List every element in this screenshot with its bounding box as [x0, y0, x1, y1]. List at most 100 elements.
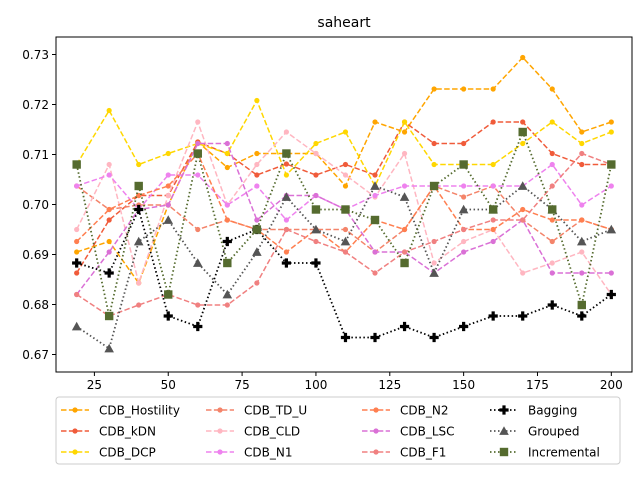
legend-item-cdb-kdn: CDB_kDN — [61, 425, 156, 439]
data-point-cdb-n1 — [372, 192, 378, 199]
data-point-cdb-n2 — [224, 217, 230, 223]
data-point-cdb-cld — [254, 161, 260, 168]
x-tick-label: 150 — [452, 378, 475, 392]
data-point-incremental — [400, 258, 409, 268]
data-point-cdb-f1 — [136, 302, 142, 308]
data-point-cdb-n1 — [401, 183, 408, 189]
data-point-cdb-cld — [74, 226, 80, 233]
data-point-cdb-n2 — [136, 192, 142, 199]
data-point-cdb-dcp — [313, 140, 319, 147]
data-point-cdb-f1 — [490, 217, 496, 223]
series-incremental — [72, 127, 616, 321]
data-point-cdb-dcp — [401, 119, 408, 125]
legend-label: CDB_LSC — [400, 425, 455, 439]
data-point-grouped — [399, 192, 410, 201]
data-point-cdb-hostility — [490, 86, 496, 92]
data-point-grouped — [192, 258, 203, 267]
chart-title: saheart — [317, 15, 371, 31]
data-point-incremental — [311, 205, 321, 214]
data-point-cdb-hostility — [431, 86, 437, 92]
y-tick-label: 0.67 — [22, 348, 49, 362]
data-point-cdb-hostility — [106, 238, 112, 245]
data-point-cdb-dcp — [224, 150, 230, 157]
data-point-cdb-f1 — [74, 291, 80, 298]
series-grouped — [71, 181, 617, 353]
y-tick-label: 0.68 — [22, 298, 49, 312]
data-point-cdb-kdn — [490, 119, 496, 125]
data-point-bagging — [72, 258, 82, 268]
legend-item-cdb-lsc: CDB_LSC — [362, 425, 455, 439]
data-point-bagging — [311, 258, 321, 268]
data-point-cdb-kdn — [520, 119, 526, 125]
legend-label: CDB_Hostility — [99, 404, 180, 418]
data-point-cdb-dcp — [283, 172, 289, 178]
data-point-cdb-f1 — [195, 302, 201, 308]
data-point-cdb-kdn — [431, 140, 437, 147]
data-point-cdb-hostility — [549, 86, 555, 92]
data-point-cdb-kdn — [313, 172, 319, 178]
data-point-cdb-dcp — [342, 129, 349, 135]
data-point-cdb-f1 — [224, 302, 230, 308]
data-point-cdb-cld — [401, 150, 408, 157]
legend-label: CDB_TD_U — [244, 404, 307, 418]
data-point-cdb-dcp — [254, 97, 260, 104]
legend-item-cdb-cld: CDB_CLD — [206, 425, 300, 439]
series-layer — [71, 54, 617, 353]
data-point-cdb-n2 — [520, 206, 526, 213]
data-point-bagging — [163, 311, 173, 321]
data-point-cdb-n2 — [165, 183, 171, 189]
legend-marker — [499, 405, 509, 415]
data-point-cdb-n1 — [608, 183, 614, 189]
data-point-cdb-lsc — [461, 249, 467, 255]
data-point-cdb-hostility — [608, 119, 614, 125]
data-point-cdb-f1 — [431, 238, 437, 245]
data-point-cdb-cld — [461, 238, 467, 245]
data-point-cdb-lsc — [106, 249, 112, 255]
legend-marker — [499, 447, 509, 457]
data-point-incremental — [223, 258, 232, 268]
legend-item-incremental: Incremental — [490, 446, 600, 460]
data-point-cdb-kdn — [549, 150, 555, 157]
data-point-cdb-n1 — [165, 172, 171, 178]
data-point-cdb-f1 — [520, 217, 526, 223]
data-point-cdb-n2 — [283, 249, 289, 255]
data-point-incremental — [252, 225, 262, 234]
data-point-cdb-f1 — [254, 280, 260, 286]
data-point-cdb-lsc — [490, 238, 496, 245]
data-point-grouped — [104, 343, 114, 353]
legend-marker — [72, 449, 78, 455]
data-point-cdb-n1 — [490, 183, 496, 189]
data-point-cdb-kdn — [342, 161, 349, 168]
legend-box — [55, 396, 621, 465]
legend-item-cdb-f1: CDB_F1 — [362, 446, 446, 460]
data-point-cdb-f1 — [342, 249, 349, 255]
series-line-incremental — [75, 129, 613, 317]
data-point-cdb-n1 — [224, 202, 230, 208]
legend-item-cdb-hostility: CDB_Hostility — [61, 404, 180, 418]
data-point-cdb-kdn — [254, 172, 260, 178]
series-line-cdb-n2 — [76, 152, 612, 254]
series-line-cdb-hostility — [76, 56, 612, 285]
legend-label: CDB_N1 — [244, 446, 292, 460]
data-point-grouped — [517, 181, 528, 190]
data-point-incremental — [459, 160, 468, 169]
data-point-cdb-dcp — [608, 129, 614, 135]
legend-item-cdb-dcp: CDB_DCP — [61, 446, 156, 460]
data-point-incremental — [488, 205, 498, 214]
data-point-cdb-hostility — [372, 119, 378, 125]
legend-item-cdb-td-u: CDB_TD_U — [206, 404, 307, 418]
legend-marker — [72, 407, 78, 413]
data-point-cdb-td-u — [342, 226, 349, 233]
data-point-grouped — [458, 204, 469, 214]
y-tick-label: 0.71 — [22, 148, 49, 162]
data-point-incremental — [548, 205, 557, 214]
data-point-grouped — [71, 321, 82, 331]
data-point-cdb-n1 — [549, 161, 555, 168]
data-point-cdb-dcp — [431, 161, 437, 168]
data-point-cdb-lsc — [608, 270, 614, 276]
y-tick-label: 0.69 — [22, 248, 49, 262]
data-point-cdb-f1 — [549, 183, 555, 189]
legend: CDB_Hostility CDB_kDN CDB_DCP CDB_TD_U CDB_C… — [55, 396, 621, 465]
data-point-cdb-cld — [431, 260, 437, 266]
